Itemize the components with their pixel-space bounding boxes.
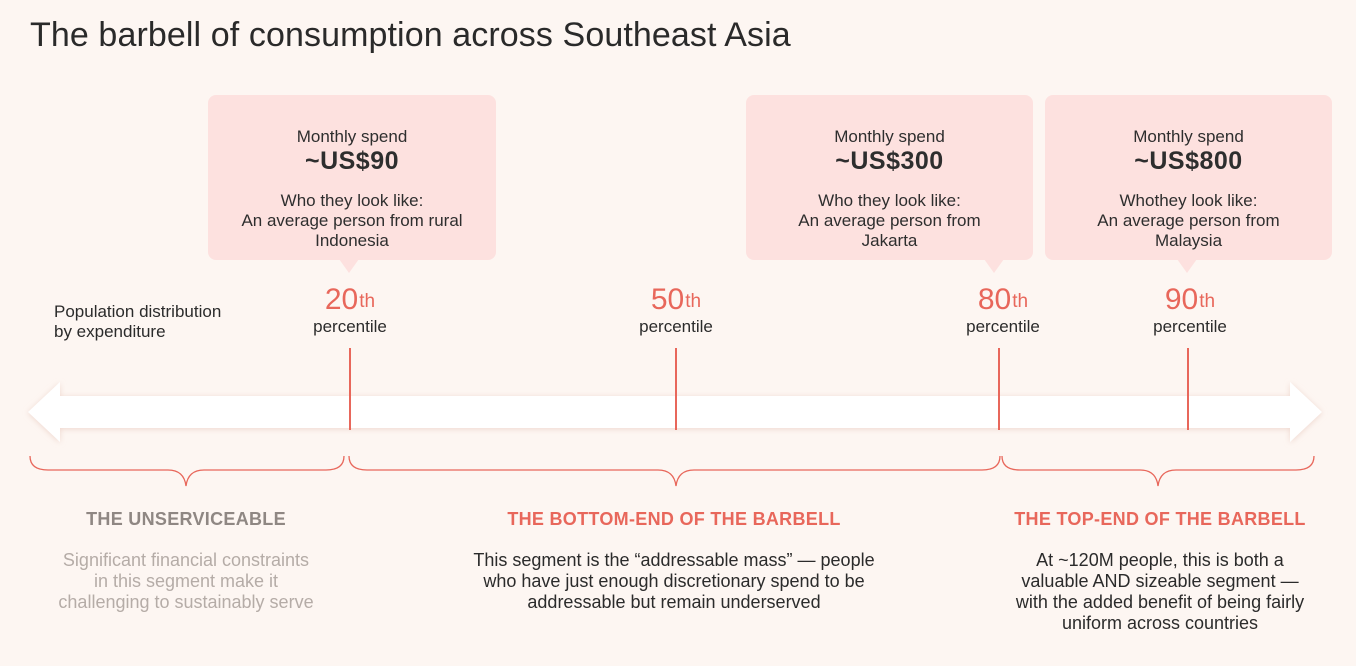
percentile-number: 50th <box>650 283 702 316</box>
bubble-90th: Monthly spend ~US$800 Whothey look like:… <box>1045 95 1332 273</box>
segment-title-bottom-end: THE BOTTOM-END OF THE BARBELL <box>507 509 841 529</box>
brace-unserviceable <box>29 455 345 487</box>
percentile-line-90 <box>1187 348 1189 430</box>
percentile-word: percentile <box>313 317 387 336</box>
percentile-80: 80th percentile <box>933 283 1073 337</box>
distribution-label-line: by expenditure <box>54 322 166 341</box>
bubble-amount: ~US$90 <box>304 147 400 175</box>
segment-desc-line: who have just enough discretionary spend… <box>483 571 865 591</box>
segment-title-top-end: THE TOP-END OF THE BARBELL <box>1014 509 1306 529</box>
percentile-number: 80th <box>977 283 1029 316</box>
bubble-20th: Monthly spend ~US$90 Who they look like:… <box>208 95 496 273</box>
segment-title-unserviceable: THE UNSERVICEABLE <box>86 509 286 529</box>
segment-desc-top-end: At ~120M people, this is both a valuable… <box>980 550 1340 634</box>
percentile-number: 90th <box>1164 283 1216 316</box>
segment-desc-line: in this segment make it <box>93 571 279 591</box>
bubble-label: Monthly spend <box>834 127 945 146</box>
segment-desc-line: uniform across countries <box>1061 613 1259 633</box>
bubble-desc-line: An average person from <box>798 211 981 230</box>
brace-bottom-end <box>348 455 1001 487</box>
percentile-90: 90th percentile <box>1120 283 1260 337</box>
percentile-line-50 <box>675 348 677 430</box>
segment-desc-bottom-end: This segment is the “addressable mass” —… <box>424 550 924 613</box>
percentile-word: percentile <box>966 317 1040 336</box>
percentile-50: 50th percentile <box>606 283 746 337</box>
segment-desc-line: valuable AND sizeable segment — <box>1021 571 1299 591</box>
bubble-desc-line: Jakarta <box>861 231 918 250</box>
bubble-who-label: Whothey look like: <box>1119 191 1258 210</box>
bubble-amount: ~US$800 <box>1134 147 1243 175</box>
segment-desc-line: addressable but remain underserved <box>527 592 821 612</box>
bubble-desc-line: Malaysia <box>1154 231 1223 250</box>
segment-desc-line: At ~120M people, this is both a <box>1036 550 1284 570</box>
brace-top-end <box>1001 455 1315 487</box>
segment-desc-line: challenging to sustainably serve <box>58 592 314 612</box>
distribution-label-line: Population distribution <box>54 302 222 321</box>
bubble-amount: ~US$300 <box>835 147 944 175</box>
page-title: The barbell of consumption across Southe… <box>30 16 791 54</box>
segment-desc-unserviceable: Significant financial constraints in thi… <box>26 550 346 613</box>
distribution-label: Population distribution by expenditure <box>54 302 221 342</box>
bubble-who-label: Who they look like: <box>818 191 961 210</box>
percentile-number: 20th <box>324 283 376 316</box>
bubble-desc-line: Indonesia <box>315 231 389 250</box>
percentile-line-20 <box>349 348 351 430</box>
bubble-label: Monthly spend <box>1133 127 1244 146</box>
percentile-20: 20th percentile <box>280 283 420 337</box>
bubble-who-label: Who they look like: <box>280 191 424 210</box>
percentile-line-80 <box>998 348 1000 430</box>
segment-desc-line: with the added benefit of being fairly <box>1015 592 1305 612</box>
percentile-word: percentile <box>1153 317 1227 336</box>
bubble-label: Monthly spend <box>296 127 408 146</box>
segment-desc-line: Significant financial constraints <box>62 550 310 570</box>
percentile-word: percentile <box>639 317 713 336</box>
bubble-80th: Monthly spend ~US$300 Who they look like… <box>746 95 1033 273</box>
bubble-desc-line: An average person from <box>1097 211 1280 230</box>
segment-desc-line: This segment is the “addressable mass” —… <box>473 550 875 570</box>
bubble-desc-line: An average person from rural <box>241 211 463 230</box>
